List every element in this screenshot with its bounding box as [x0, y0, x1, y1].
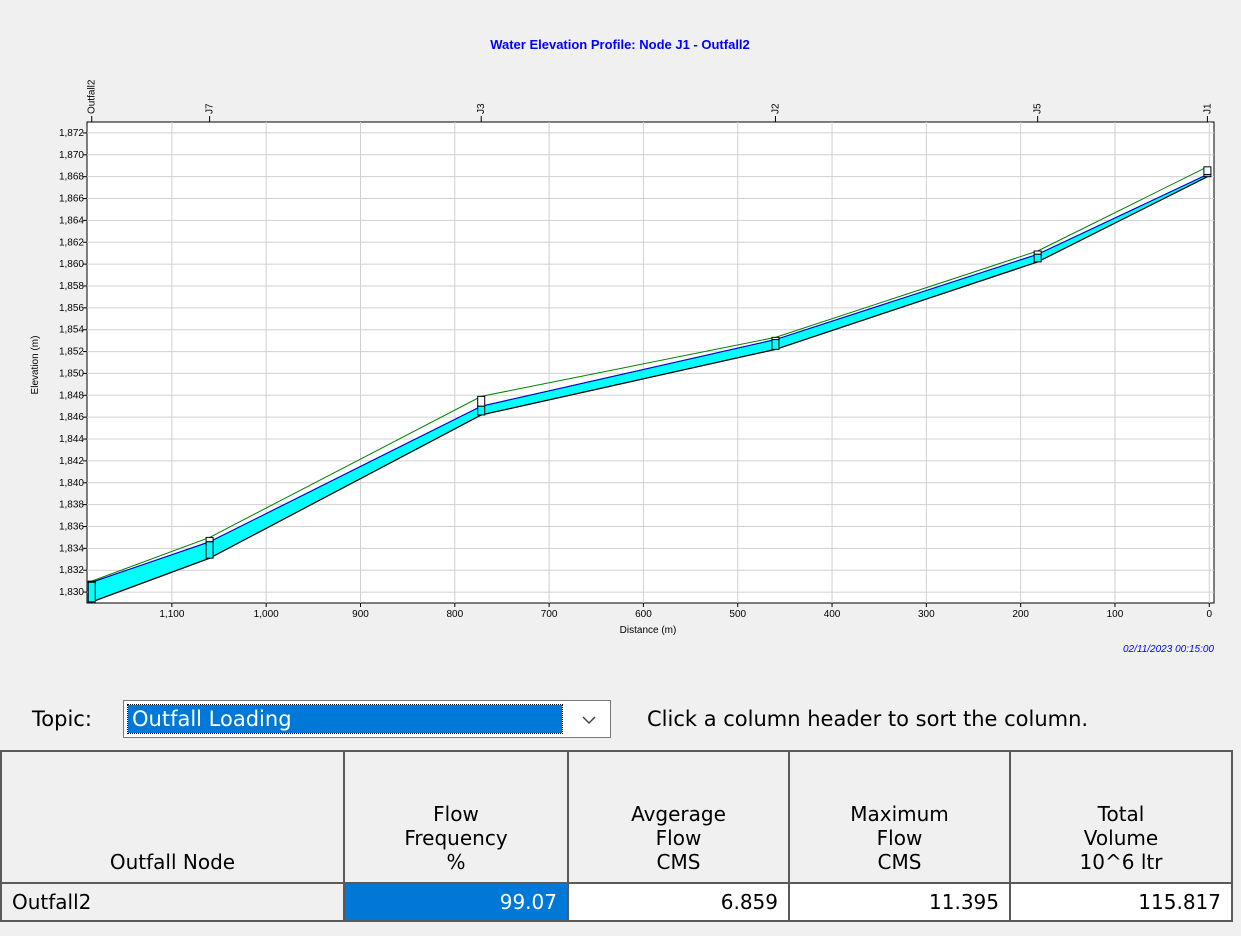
column-header-text: Outfall Node — [109, 850, 236, 874]
node-manhole-water — [1033, 253, 1042, 263]
column-header-text: Avgerage — [631, 802, 726, 826]
y-tick-label: 1,868 — [59, 172, 84, 183]
y-tick-label: 1,860 — [59, 259, 84, 270]
y-tick-label: 1,832 — [59, 565, 84, 576]
table-row[interactable]: Outfall2 99.07 6.859 11.395 115.817 — [0, 882, 1233, 922]
timestamp: 02/11/2023 00:15:00 — [1123, 644, 1214, 655]
table-cell[interactable]: 115.817 — [1009, 882, 1233, 922]
y-tick-label: 1,838 — [59, 500, 84, 511]
x-tick-label: 800 — [446, 609, 463, 620]
node-manhole-water — [1203, 173, 1212, 178]
node-manhole-dry — [205, 536, 214, 543]
y-tick-label: 1,862 — [59, 237, 84, 248]
x-axis-label: Distance (m) — [620, 625, 677, 636]
chevron-down-icon[interactable] — [580, 711, 598, 729]
node-label: J3 — [476, 103, 487, 114]
column-header-2[interactable]: Avgerage Flow CMS — [567, 750, 790, 884]
x-tick-label: 900 — [352, 609, 369, 620]
y-tick-label: 1,864 — [59, 215, 84, 226]
sort-hint: Click a column header to sort the column… — [647, 707, 1089, 731]
column-header-text: Volume — [1083, 826, 1159, 850]
node-manhole-water — [477, 405, 486, 416]
y-tick-label: 1,850 — [59, 368, 84, 379]
column-header-text: Frequency — [404, 826, 508, 850]
node-manhole-water — [771, 339, 780, 350]
y-tick-label: 1,848 — [59, 390, 84, 401]
y-tick-label: 1,840 — [59, 478, 84, 489]
outfall-loading-table: Outfall Node Flow Frequency% Avgerage Flow CM… — [0, 750, 1233, 922]
table-cell[interactable]: 11.395 — [788, 882, 1011, 922]
y-tick-label: 1,854 — [59, 325, 84, 336]
node-manhole-dry — [1203, 166, 1212, 175]
water-elevation-profile-chart: Water Elevation Profile: Node J1 - Outfa… — [30, 37, 1215, 655]
node-manhole-water — [205, 541, 214, 559]
hydraulic-grade-line — [91, 174, 1208, 583]
y-tick-label: 1,836 — [59, 521, 84, 532]
column-header-text: % — [446, 850, 466, 874]
topic-label: Topic: — [32, 707, 92, 731]
y-axis-label: Elevation (m) — [30, 336, 41, 395]
table-cell[interactable]: 99.07 — [343, 882, 569, 922]
node-label: J2 — [770, 103, 781, 114]
conduit-invert-line — [91, 176, 1208, 603]
y-tick-label: 1,870 — [59, 150, 84, 161]
node-label: J5 — [1033, 103, 1044, 114]
table-header-row: Outfall Node Flow Frequency% Avgerage Flow CM… — [0, 750, 1233, 884]
column-header-text: Total — [1097, 802, 1145, 826]
topic-toolbar: Topic: Outfall Loading Click a column he… — [0, 695, 1241, 749]
y-tick-label: 1,844 — [59, 434, 84, 445]
y-tick-label: 1,866 — [59, 194, 84, 205]
x-tick-label: 400 — [824, 609, 841, 620]
table-cell[interactable]: Outfall2 — [0, 882, 345, 922]
column-header-text: Flow — [876, 826, 923, 850]
x-tick-label: 1,100 — [159, 609, 184, 620]
column-header-text: CMS — [877, 850, 922, 874]
column-header-4[interactable]: Total Volume 10^6 ltr — [1009, 750, 1233, 884]
node-label: J1 — [1202, 103, 1213, 114]
node-manhole-water — [87, 581, 96, 603]
ground-line — [91, 166, 1208, 582]
x-tick-label: 500 — [729, 609, 746, 620]
node-manhole-dry — [477, 395, 486, 407]
chart-title: Water Elevation Profile: Node J1 - Outfa… — [490, 37, 750, 52]
y-tick-label: 1,830 — [59, 587, 84, 598]
table-cell[interactable]: 6.859 — [567, 882, 790, 922]
topic-dropdown[interactable]: Outfall Loading — [123, 700, 611, 738]
y-tick-label: 1,842 — [59, 456, 84, 467]
y-tick-label: 1,852 — [59, 347, 84, 358]
x-tick-label: 600 — [635, 609, 652, 620]
x-tick-label: 200 — [1012, 609, 1029, 620]
topic-selected-value: Outfall Loading — [127, 704, 563, 734]
column-header-3[interactable]: Maximum Flow CMS — [788, 750, 1011, 884]
y-tick-label: 1,858 — [59, 281, 84, 292]
column-header-text: Flow — [433, 802, 479, 826]
column-header-1[interactable]: Flow Frequency% — [343, 750, 569, 884]
node-label: Outfall2 — [87, 79, 98, 114]
x-tick-label: 700 — [541, 609, 558, 620]
column-header-text: Flow — [655, 826, 702, 850]
node-label: J7 — [205, 103, 216, 114]
x-tick-label: 1,000 — [254, 609, 279, 620]
column-header-0[interactable]: Outfall Node — [0, 750, 345, 884]
column-header-text: CMS — [656, 850, 701, 874]
y-tick-label: 1,846 — [59, 412, 84, 423]
y-tick-label: 1,872 — [59, 128, 84, 139]
x-tick-label: 300 — [918, 609, 935, 620]
column-header-text: Maximum — [850, 802, 949, 826]
y-tick-label: 1,856 — [59, 303, 84, 314]
column-header-text: 10^6 ltr — [1079, 850, 1163, 874]
x-tick-label: 100 — [1107, 609, 1124, 620]
y-tick-label: 1,834 — [59, 543, 84, 554]
x-tick-label: 0 — [1207, 609, 1213, 620]
